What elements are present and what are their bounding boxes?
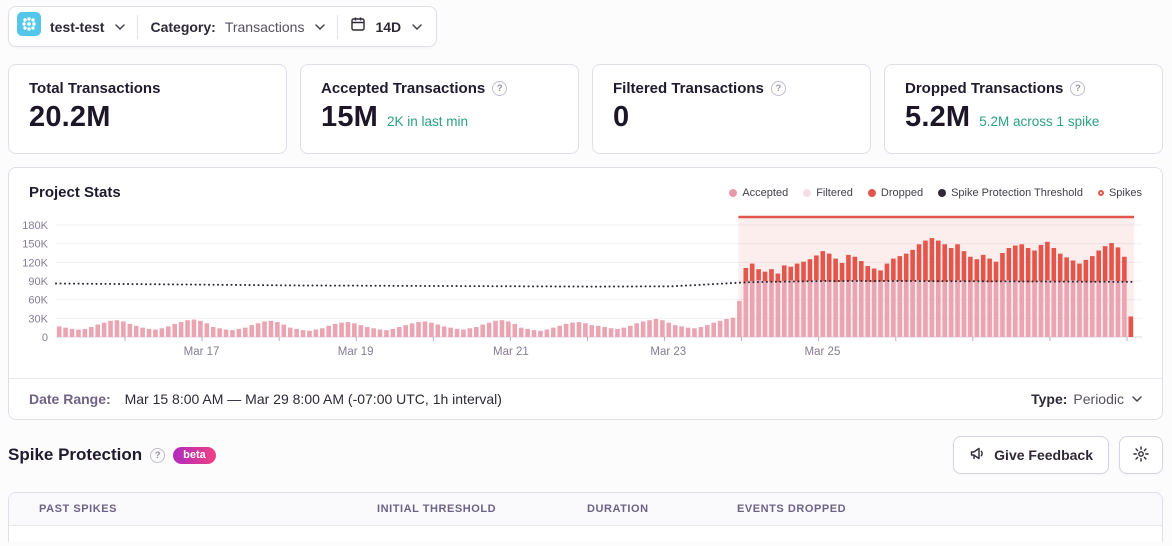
svg-text:90K: 90K <box>28 276 48 288</box>
column-header-events-dropped: EVENTS DROPPED <box>737 503 847 515</box>
svg-text:Mar 25: Mar 25 <box>805 346 841 358</box>
chart-footer: Date Range: Mar 15 8:00 AM — Mar 29 8:00… <box>9 378 1162 419</box>
card-title: Total Transactions <box>29 80 161 97</box>
spike-protection-section-header: Spike Protection ? beta Give Feedback <box>8 436 1163 474</box>
gear-icon <box>1132 445 1150 466</box>
accepted-dot-icon <box>729 188 738 197</box>
page-filter-bar: test-test Category: Transactions 14D <box>8 6 1163 47</box>
chevron-down-icon <box>115 23 126 30</box>
dropped-dot-icon <box>867 188 876 197</box>
legend-item-threshold[interactable]: Spike Protection Threshold <box>938 187 1083 199</box>
card-subtitle: 5.2M across 1 spike <box>979 114 1100 129</box>
card-accepted-transactions: Accepted Transactions ? 15M 2K in last m… <box>300 64 579 154</box>
legend-item-filtered[interactable]: Filtered <box>803 187 853 199</box>
help-icon[interactable]: ? <box>770 81 786 96</box>
past-spikes-table: PAST SPIKES INITIAL THRESHOLD DURATION E… <box>8 492 1163 542</box>
svg-text:60K: 60K <box>28 295 48 307</box>
legend-label: Dropped <box>880 186 924 199</box>
column-header-initial-threshold: INITIAL THRESHOLD <box>377 503 497 515</box>
card-title: Dropped Transactions <box>905 80 1064 97</box>
date-range-label: Date Range: <box>29 391 111 407</box>
card-value: 0 <box>613 101 630 133</box>
card-title: Accepted Transactions <box>321 80 486 97</box>
project-selector[interactable]: test-test <box>17 12 126 41</box>
legend-label: Spike Protection Threshold <box>951 186 1083 199</box>
legend-item-dropped[interactable]: Dropped <box>867 186 924 199</box>
page-filter-pill: test-test Category: Transactions 14D <box>8 6 438 47</box>
settings-button[interactable] <box>1119 436 1163 474</box>
svg-text:Mar 17: Mar 17 <box>184 346 220 358</box>
svg-text:120K: 120K <box>22 257 48 269</box>
card-value: 5.2M <box>905 101 971 133</box>
card-value: 15M <box>321 101 379 133</box>
beta-badge: beta <box>173 446 216 464</box>
legend-label: Spikes <box>1108 186 1142 199</box>
svg-text:0: 0 <box>42 332 48 344</box>
type-value: Periodic <box>1073 391 1124 407</box>
give-feedback-label: Give Feedback <box>994 447 1093 463</box>
card-filtered-transactions: Filtered Transactions ? 0 <box>592 64 871 154</box>
spikes-open-circle-icon <box>1097 189 1104 196</box>
svg-text:180K: 180K <box>22 220 48 232</box>
megaphone-icon <box>969 445 986 465</box>
chevron-down-icon <box>412 23 422 30</box>
help-icon[interactable]: ? <box>150 447 166 463</box>
svg-text:Mar 19: Mar 19 <box>338 346 374 358</box>
chart-svg: 0 30K 60K 90K 120K 150K 180K Mar 17 Mar 19 Mar 21… <box>22 215 1142 358</box>
category-selector[interactable]: Category: Transactions <box>150 18 326 35</box>
svg-text:Mar 23: Mar 23 <box>650 346 686 358</box>
chart-legend: Accepted Filtered Dropped Spike Protecti… <box>729 187 1142 199</box>
help-icon[interactable]: ? <box>492 81 508 96</box>
help-icon[interactable]: ? <box>1070 81 1086 96</box>
project-name: test-test <box>50 18 105 35</box>
type-selector[interactable]: Type: Periodic <box>1031 391 1142 407</box>
legend-item-accepted[interactable]: Accepted <box>729 187 788 199</box>
table-row[interactable] <box>9 526 1162 542</box>
spike-protection-title: Spike Protection <box>8 445 143 464</box>
date-range-value: Mar 15 8:00 AM — Mar 29 8:00 AM (-07:00 … <box>124 391 502 407</box>
legend-item-spikes[interactable]: Spikes <box>1097 186 1142 199</box>
card-subtitle: 2K in last min <box>387 114 469 129</box>
project-icon <box>17 12 41 41</box>
legend-label: Filtered <box>816 186 853 199</box>
filtered-dot-icon <box>803 188 812 197</box>
calendar-icon <box>350 16 366 37</box>
legend-label: Accepted <box>742 186 789 199</box>
chart-title: Project Stats <box>29 184 121 201</box>
column-header-past-spikes: PAST SPIKES <box>39 503 117 515</box>
date-period-value: 14D <box>375 18 402 35</box>
card-dropped-transactions: Dropped Transactions ? 5.2M 5.2M across … <box>884 64 1163 154</box>
project-stats-chart[interactable]: 0 30K 60K 90K 120K 150K 180K Mar 17 Mar 19 Mar 21… <box>9 205 1162 378</box>
give-feedback-button[interactable]: Give Feedback <box>953 436 1109 474</box>
category-label: Category: <box>150 18 216 35</box>
date-period-selector[interactable]: 14D <box>350 16 422 37</box>
column-header-duration: DURATION <box>587 503 649 515</box>
svg-text:150K: 150K <box>22 239 48 251</box>
svg-text:30K: 30K <box>28 313 48 325</box>
divider <box>137 14 139 39</box>
chevron-down-icon <box>1132 396 1142 402</box>
threshold-dot-icon <box>938 188 947 197</box>
divider <box>337 14 339 39</box>
type-label: Type: <box>1031 391 1068 407</box>
card-value: 20.2M <box>29 101 111 133</box>
stat-cards-row: Total Transactions 20.2M Accepted Transa… <box>8 64 1163 154</box>
card-total-transactions: Total Transactions 20.2M <box>8 64 287 154</box>
svg-text:Mar 21: Mar 21 <box>493 346 529 358</box>
project-stats-card: Project Stats Accepted Filtered Dropped … <box>8 167 1163 420</box>
category-value: Transactions <box>224 18 305 35</box>
card-title: Filtered Transactions <box>613 80 764 97</box>
table-header-row: PAST SPIKES INITIAL THRESHOLD DURATION E… <box>9 493 1162 526</box>
chevron-down-icon <box>315 23 326 30</box>
